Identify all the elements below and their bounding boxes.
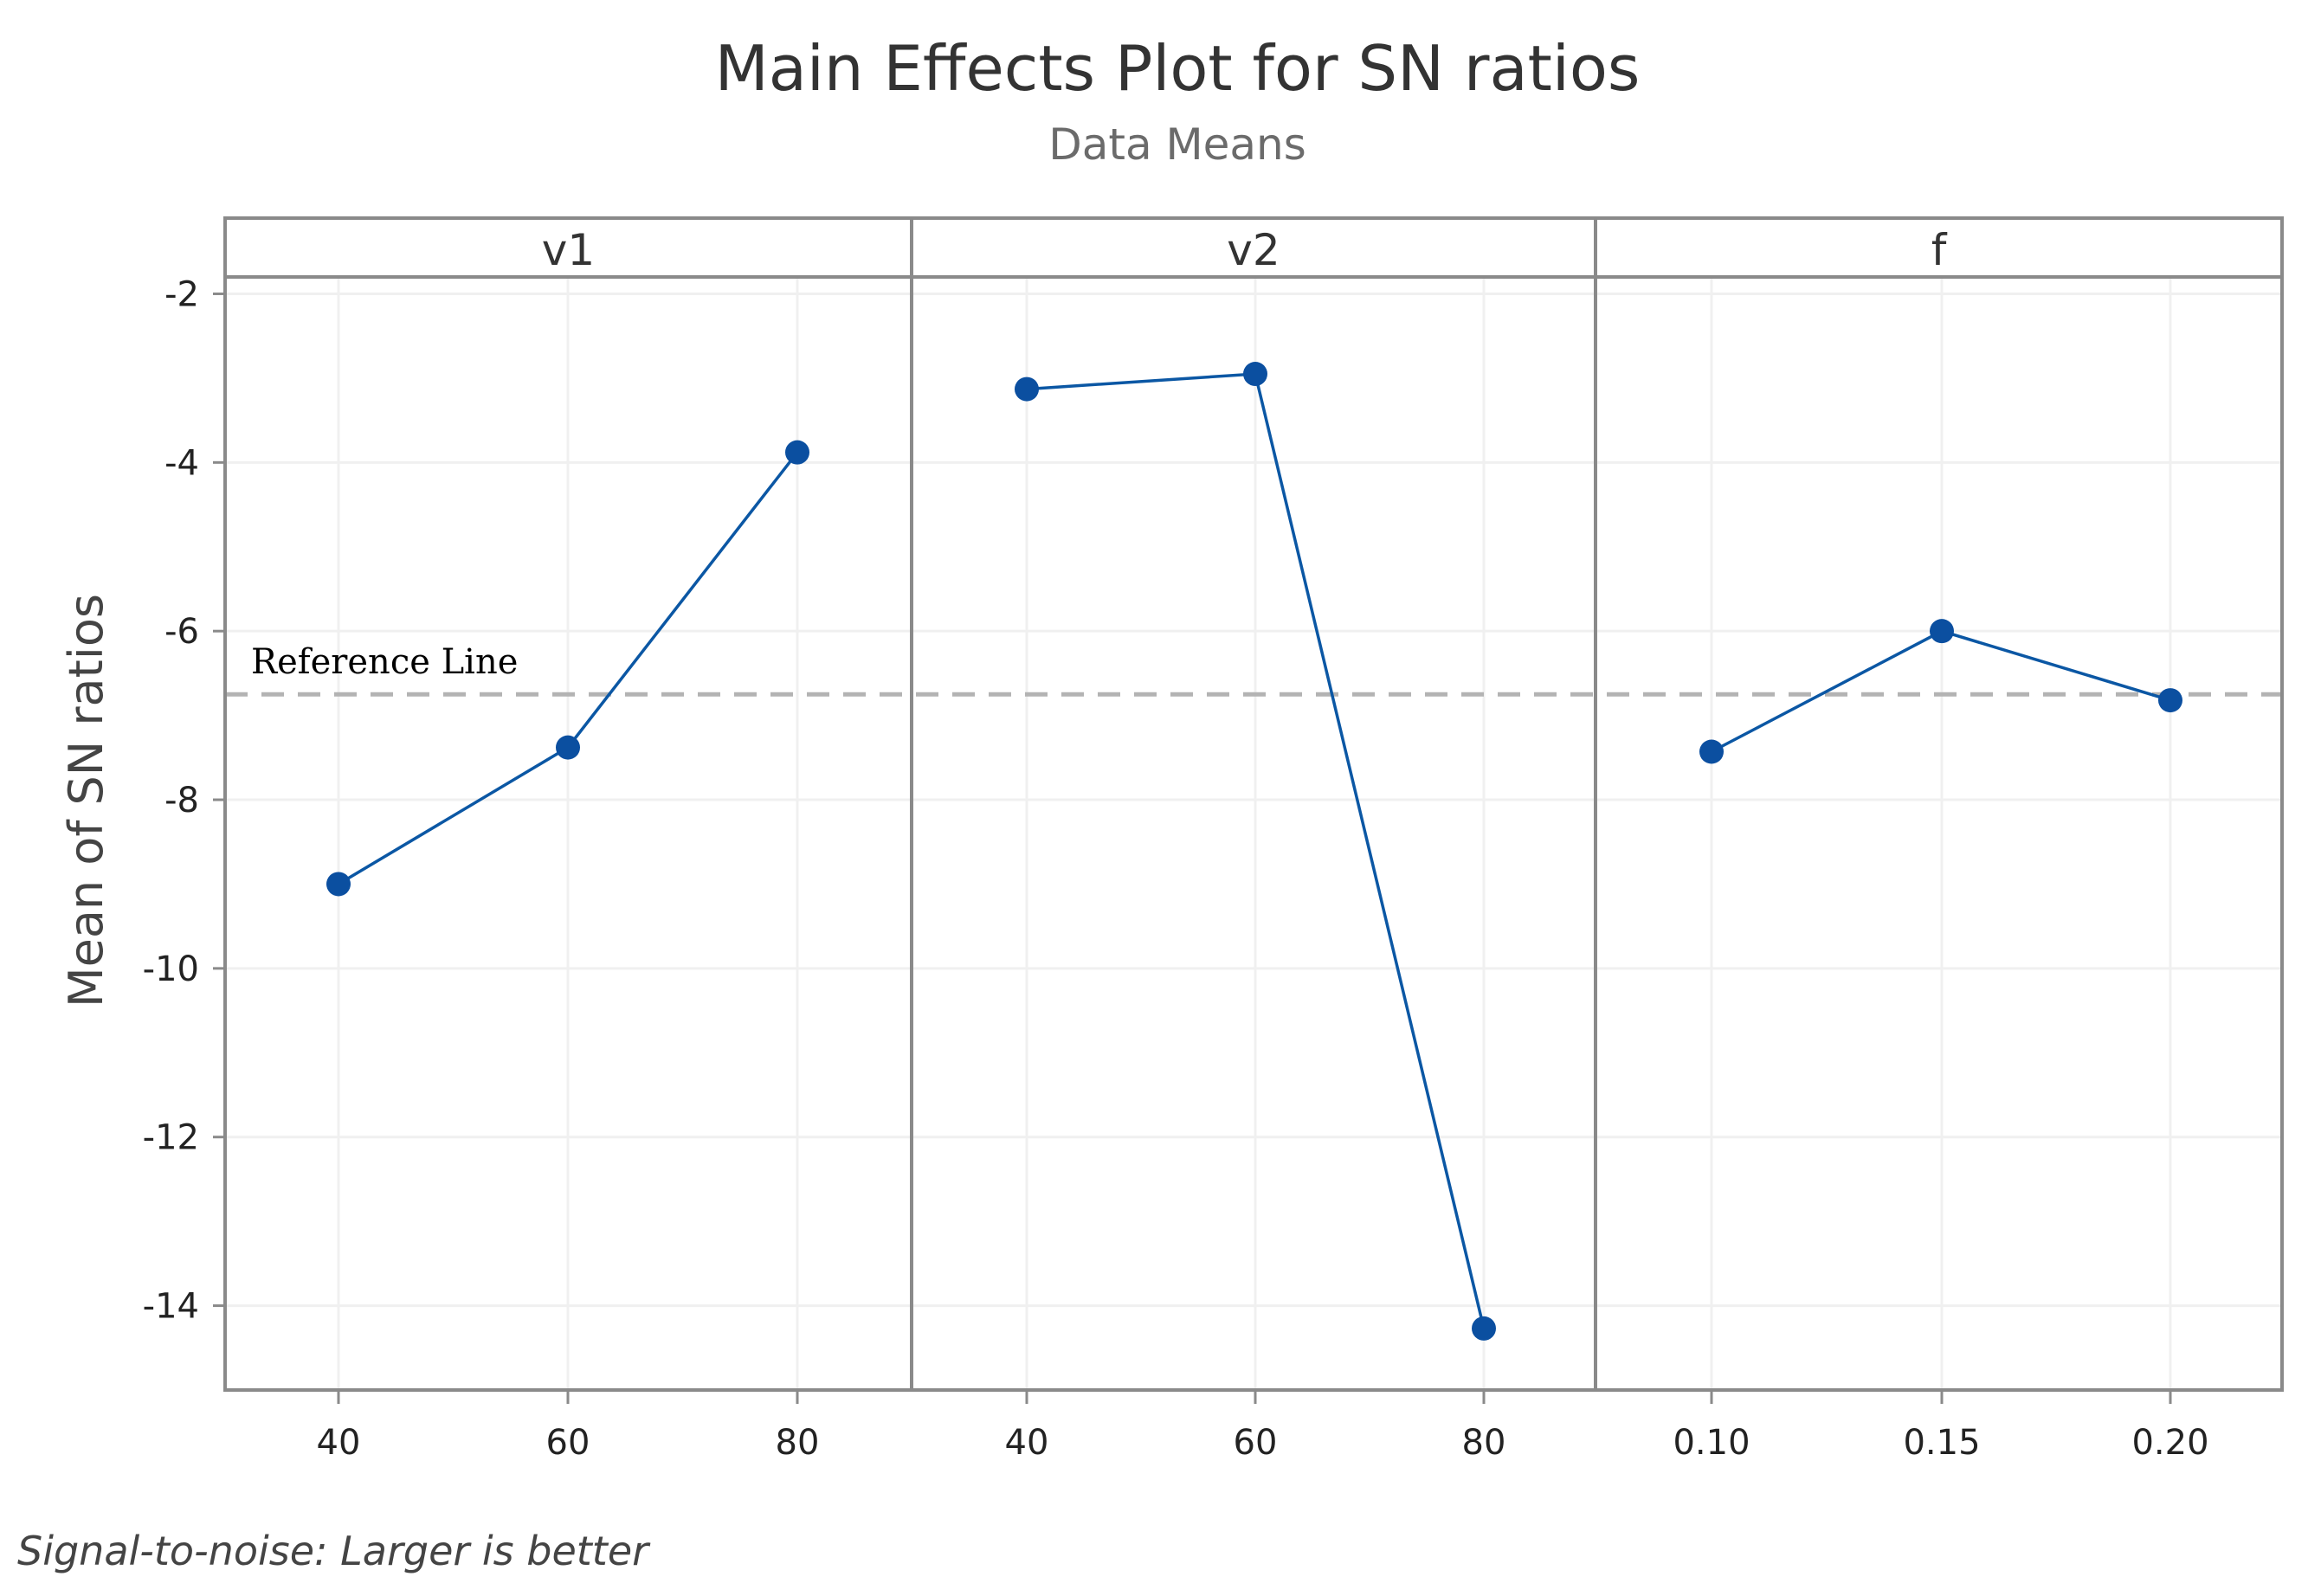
data-point-v1 <box>785 440 809 465</box>
x-tick-label: 60 <box>1234 1423 1278 1463</box>
y-tick-label: -8 <box>164 781 199 821</box>
y-axis-label: Mean of SN ratios <box>59 594 113 1007</box>
x-tick-label: 60 <box>546 1423 590 1463</box>
chart-title: Main Effects Plot for SN ratios <box>715 32 1641 105</box>
data-point-v1 <box>326 872 351 897</box>
y-tick-label: -4 <box>164 443 199 483</box>
x-tick-label: 40 <box>317 1423 361 1463</box>
x-tick-label: 0.10 <box>1673 1423 1750 1463</box>
x-tick-label: 80 <box>1462 1423 1506 1463</box>
y-tick-label: -6 <box>164 612 199 652</box>
data-point-f <box>1699 739 1724 764</box>
panel-label-f: f <box>1931 225 1948 275</box>
reference-line-label: Reference Line <box>251 642 518 682</box>
grid-layer <box>225 277 2282 1390</box>
data-point-f <box>1930 619 1954 644</box>
data-point-v1 <box>556 735 580 760</box>
data-point-v2 <box>1472 1316 1496 1341</box>
panel-label-v2: v2 <box>1227 225 1280 275</box>
x-tick-label: 0.15 <box>1903 1423 1980 1463</box>
chart-subtitle: Data Means <box>1048 119 1306 170</box>
data-point-v2 <box>1015 376 1039 402</box>
x-tick-label: 80 <box>776 1423 820 1463</box>
data-point-f <box>2158 688 2182 713</box>
x-tick-label: 0.20 <box>2131 1423 2208 1463</box>
y-tick-label: -10 <box>143 949 199 989</box>
plot-frame <box>223 216 2284 1392</box>
panel-frames <box>223 216 2284 1392</box>
x-tick-label: 40 <box>1005 1423 1049 1463</box>
y-tick-label: -14 <box>143 1287 199 1327</box>
series-layer <box>326 362 2182 1341</box>
y-tick-label: -2 <box>164 274 199 314</box>
axis-layer: -2 -4 -6 -8 -10 -12 -14 v1 40 60 80 v2 40 60 80 f 0.10 0.… <box>143 225 2209 1463</box>
y-tick-label: -12 <box>143 1118 199 1158</box>
data-point-v2 <box>1243 362 1267 387</box>
panel-label-v1: v1 <box>542 225 595 275</box>
footnote: Signal-to-noise: Larger is better <box>17 1528 651 1574</box>
